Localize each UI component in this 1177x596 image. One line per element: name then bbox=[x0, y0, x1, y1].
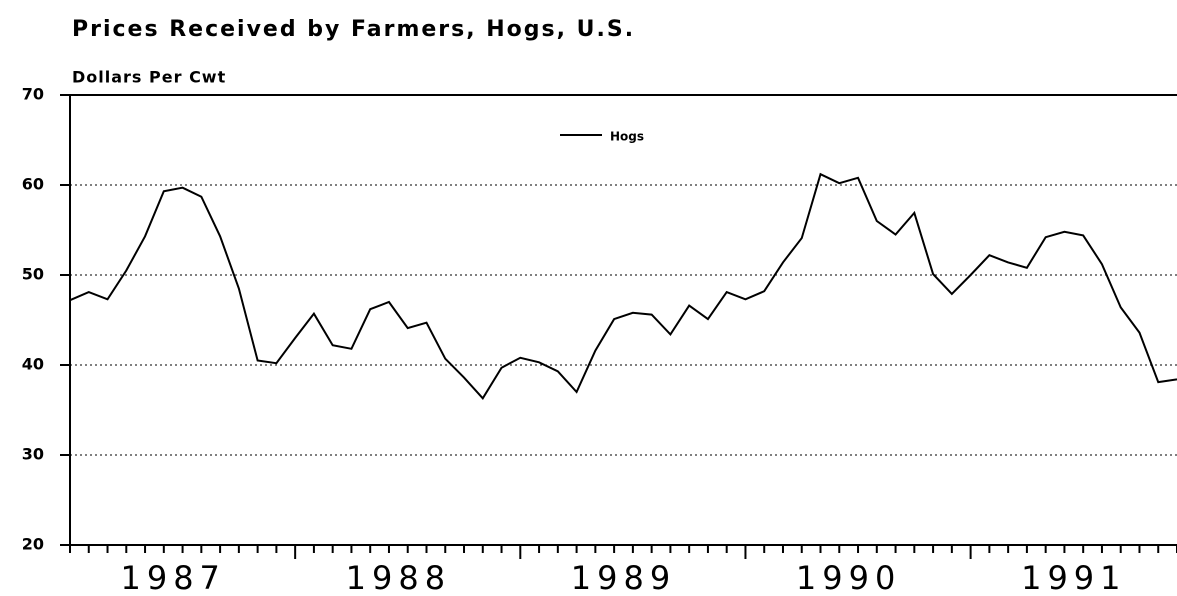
chart-title: Prices Received by Farmers, Hogs, U.S. bbox=[72, 17, 635, 42]
y-tick-label: 40 bbox=[22, 355, 44, 374]
x-tick-label: 1990 bbox=[796, 559, 901, 596]
y-tick-label: 20 bbox=[22, 535, 44, 554]
y-axis-label: Dollars Per Cwt bbox=[72, 68, 226, 87]
x-tick-label: 1991 bbox=[1021, 559, 1126, 596]
x-tick-label: 1989 bbox=[571, 559, 676, 596]
legend-label: Hogs bbox=[610, 130, 644, 144]
line-series bbox=[69, 172, 1177, 400]
y-tick-label: 70 bbox=[22, 85, 44, 104]
x-tick-label: 1988 bbox=[346, 559, 451, 596]
y-tick-label: 60 bbox=[22, 175, 44, 194]
y-tick-label: 50 bbox=[22, 265, 44, 284]
x-tick-label: 1987 bbox=[120, 559, 225, 596]
y-tick-label: 30 bbox=[22, 445, 44, 464]
